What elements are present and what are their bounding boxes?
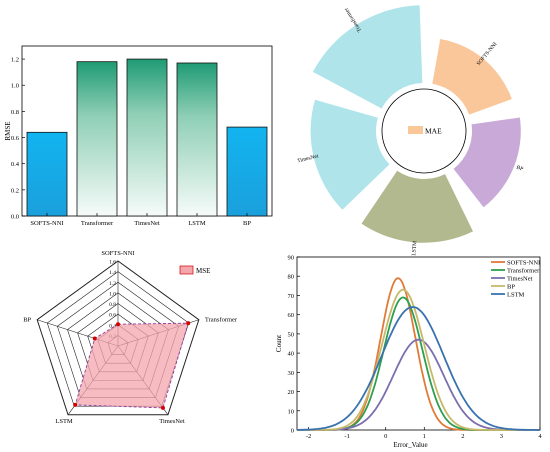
radar-axis-label: BP: [23, 317, 31, 324]
bar-bp: [226, 126, 268, 217]
curve-softs-nni: [297, 277, 540, 431]
y-tick-label: 60: [288, 312, 295, 319]
distribution-chart-error: 0 10 20 30 40 50 60 70 80 90 -2 -1 0 1 2 3 4 Error_Value C…: [275, 255, 542, 450]
y-tick-label: 70: [288, 293, 295, 300]
y-tick-label: 40: [288, 351, 295, 358]
y-tick-label: 30: [288, 370, 295, 377]
y-tick-label: 90: [288, 255, 295, 262]
y-axis-label: Count: [275, 335, 283, 352]
radar-point-timesnet: [160, 405, 165, 410]
x-tick-label: 1: [423, 433, 426, 440]
legend-label: LSTM: [507, 292, 525, 299]
legend-label: TimesNet: [507, 276, 533, 283]
x-tick-label: -1: [344, 433, 349, 440]
center-circle: [381, 88, 467, 174]
x-tick-label: 0: [384, 433, 387, 440]
radar-tick-label: 0.6: [109, 313, 116, 319]
radar-axis-label: SOFTS-NNI: [101, 250, 134, 257]
wedge-label: TimesNet: [297, 153, 320, 164]
curve-lstm: [297, 306, 540, 431]
y-tick-label: 1.2: [11, 57, 19, 64]
legend-label: MAE: [425, 127, 442, 136]
legend-swatch: [408, 126, 423, 134]
radar-tick-label: 1.4: [109, 270, 116, 276]
x-tick-label: LSTM: [188, 220, 206, 227]
legend-label: BP: [507, 284, 515, 291]
radar-axis-label: Transformer: [205, 317, 238, 324]
bar-timesnet: [126, 58, 168, 217]
wedge-softs-nni: [432, 38, 512, 115]
y-tick-label: 0.6: [11, 135, 20, 142]
bar-transformer: [76, 61, 118, 217]
y-axis-label: RMSE: [4, 121, 12, 140]
legend-label: SOFTS-NNI: [507, 260, 540, 267]
x-tick-label: SOFTS-NNI: [30, 220, 63, 227]
curve-bp: [297, 288, 540, 431]
radar-tick-label: 1.0: [109, 291, 116, 297]
x-tick-label: Transformer: [81, 220, 114, 227]
x-axis-label: Error_Value: [393, 441, 427, 449]
wedge-timesnet: [310, 99, 390, 210]
bar-softs-nni: [26, 131, 68, 217]
x-tick-label: 2: [461, 433, 464, 440]
x-tick-label: BP: [243, 220, 251, 227]
radar-area-mse: [74, 322, 189, 409]
radar-point-bp: [92, 336, 97, 341]
radar-point-softs-nni: [116, 322, 120, 327]
bar-lstm: [176, 62, 218, 217]
radar-tick-label: 0.4: [109, 323, 116, 329]
radar-point-lstm: [73, 402, 78, 407]
x-tick-label: TimesNet: [134, 220, 160, 227]
x-tick-label: 4: [538, 433, 542, 440]
radar-point-transformer: [186, 321, 191, 326]
radar-grid-ring: [36, 260, 200, 416]
x-tick-label: -2: [306, 433, 311, 440]
legend-swatch: [179, 265, 194, 275]
x-tick-label: 3: [500, 433, 503, 440]
legend-label: Transformer: [507, 268, 540, 275]
y-tick-label: 0.4: [11, 161, 20, 168]
legend-label: MSE: [196, 267, 210, 275]
y-tick-label: 10: [288, 408, 295, 415]
radar-chart-mse: 0.20.40.60.81.01.21.41.6SOFTS-NNITransfo…: [23, 250, 238, 425]
wedge-lstm: [361, 170, 473, 243]
y-tick-label: 50: [288, 331, 295, 338]
wedge-transformer: [312, 5, 423, 109]
radar-axis-label: TimesNet: [159, 418, 185, 425]
y-tick-label: 1.0: [11, 83, 19, 90]
radar-tick-label: 1.6: [109, 260, 116, 266]
y-tick-label: 80: [288, 274, 295, 281]
radar-tick-label: 1.2: [109, 281, 116, 287]
y-tick-label: 0.2: [11, 187, 19, 194]
wedge-label: LSTM: [411, 241, 418, 256]
y-tick-label: 20: [288, 389, 295, 396]
curve-transformer: [297, 296, 540, 431]
radar-tick-label: 0.8: [109, 302, 116, 308]
y-tick-label: 0: [291, 428, 294, 435]
wedge-label: BP: [515, 165, 523, 173]
y-tick-label: 0.0: [11, 214, 19, 221]
plot-frame: [296, 256, 541, 431]
y-tick-label: 0.8: [11, 109, 19, 116]
radar-axis-label: LSTM: [55, 418, 73, 425]
wedge-bp: [453, 117, 521, 208]
bar-chart-rmse: 0.0 0.2 0.4 0.6 0.8 1.0 1.2 RMSE SOFTS-NNI Transf…: [4, 45, 273, 227]
